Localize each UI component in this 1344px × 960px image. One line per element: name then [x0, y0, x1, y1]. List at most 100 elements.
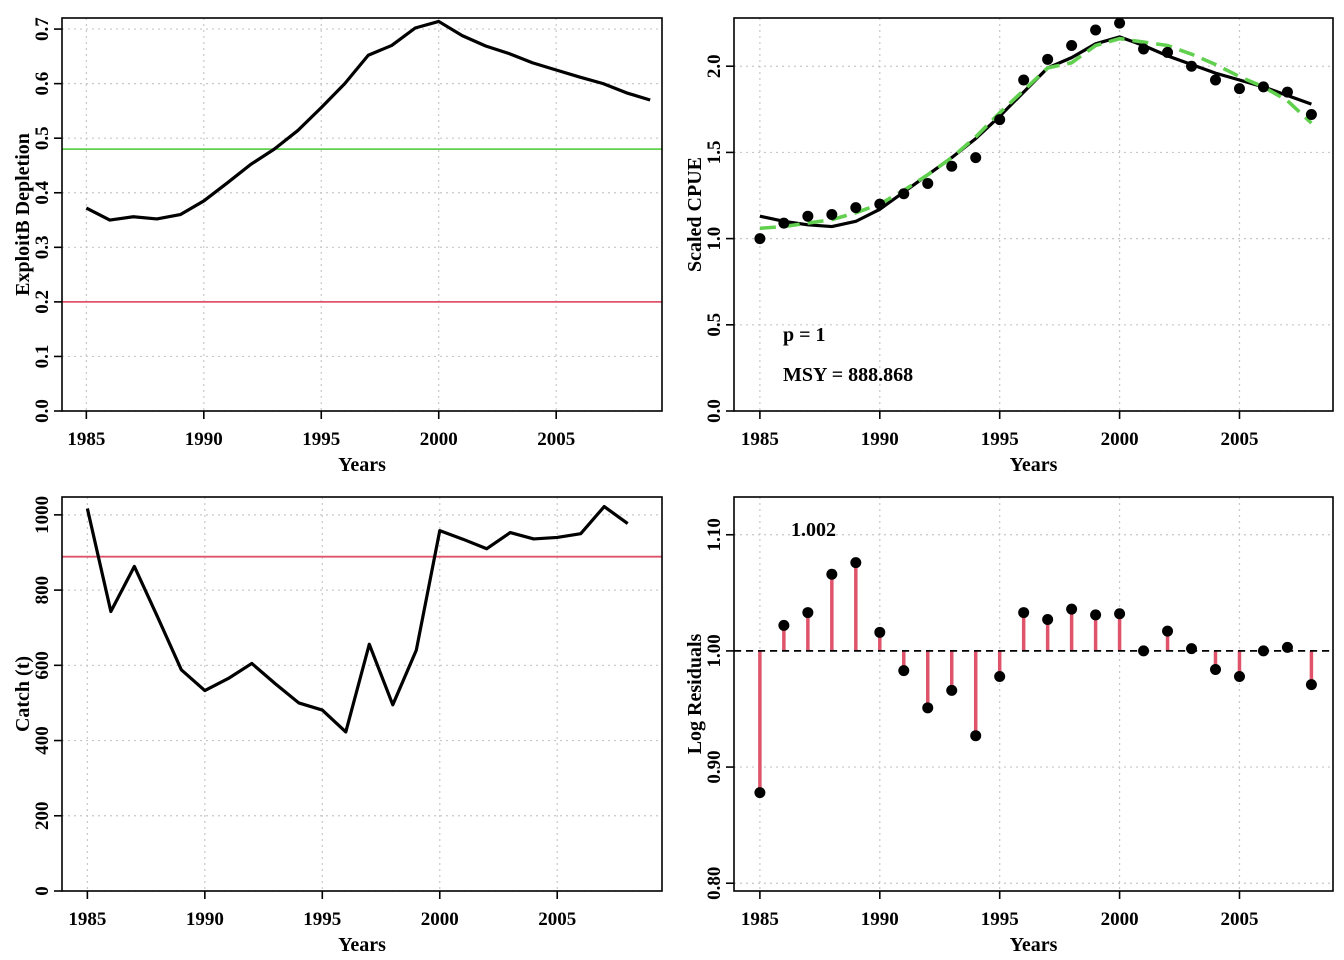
- residual-point: [994, 670, 1006, 682]
- residual-point: [946, 684, 958, 696]
- observed-cpue-point: [1114, 17, 1126, 29]
- y-tick-label: 0.80: [704, 867, 725, 900]
- observed-cpue-point: [946, 160, 958, 172]
- observed-cpue-point: [826, 208, 838, 220]
- y-axis-label: Log Residuals: [684, 633, 706, 754]
- plot-frame: [61, 17, 663, 412]
- observed-cpue-point: [1233, 83, 1245, 95]
- x-axis-label: Years: [1010, 934, 1058, 956]
- x-tick-label: 2005: [538, 909, 576, 930]
- x-tick-label: 2000: [421, 909, 459, 930]
- y-tick-label: 0.90: [704, 750, 725, 783]
- residual-point: [1018, 607, 1030, 619]
- x-tick-label: 1990: [861, 909, 899, 930]
- residual-point: [850, 557, 862, 569]
- annotation-text: MSY = 888.868: [783, 364, 913, 386]
- x-tick-label: 1990: [185, 429, 223, 450]
- x-tick-label: 1995: [302, 429, 340, 450]
- panel-cpue: 1985 1990 1995 2000 2005 Years 0.0 0.5 1.0 1.5 2.0…: [684, 17, 1334, 476]
- observed-cpue-point: [850, 202, 862, 214]
- residual-point: [1042, 614, 1054, 626]
- y-tick-label: 0.6: [32, 72, 53, 96]
- residual-point: [802, 607, 814, 619]
- x-tick-label: 2000: [1101, 429, 1139, 450]
- observed-cpue-point: [1090, 24, 1102, 36]
- y-tick-label: 1.0: [704, 227, 725, 251]
- observed-cpue-point: [1066, 40, 1078, 52]
- y-tick-label: 0.5: [704, 313, 725, 337]
- y-tick-label: 1.5: [704, 141, 725, 165]
- y-axis-label: Catch (t): [12, 656, 34, 732]
- observed-cpue-point: [970, 152, 982, 164]
- x-tick-label: 1995: [981, 429, 1019, 450]
- annotation-text: p = 1: [783, 324, 826, 346]
- residual-point: [1114, 608, 1126, 620]
- x-tick-label: 2005: [1220, 909, 1258, 930]
- observed-cpue-point: [874, 198, 886, 210]
- plot-frame: [733, 496, 1334, 892]
- y-tick-label: 0: [32, 886, 53, 896]
- residual-point: [1162, 625, 1174, 637]
- residual-point: [1186, 643, 1198, 655]
- y-tick-label: 1.00: [704, 634, 725, 667]
- y-tick-label: 0.1: [32, 345, 53, 369]
- x-tick-label: 1995: [981, 909, 1019, 930]
- observed-cpue-point: [1186, 60, 1198, 72]
- x-tick-label: 1985: [67, 429, 105, 450]
- residual-point: [754, 787, 766, 799]
- x-tick-label: 2005: [537, 429, 575, 450]
- observed-cpue-point: [1281, 86, 1293, 98]
- y-tick-label: 0.0: [32, 399, 53, 423]
- y-axis-label: ExploitB Depletion: [12, 133, 34, 296]
- y-tick-label: 0.7: [32, 17, 53, 41]
- panel-depletion: 1985 1990 1995 2000 2005 Years 0.0 0.1 0.2 0.3 0.4…: [12, 17, 663, 476]
- y-tick-label: 1000: [32, 496, 53, 534]
- predicted-cpue-line: [759, 35, 1312, 229]
- x-tick-label: 1990: [861, 429, 899, 450]
- x-axis-label: Years: [338, 934, 386, 956]
- residual-point: [1066, 603, 1078, 615]
- x-tick-label: 2000: [420, 429, 458, 450]
- plot-frame: [733, 17, 1334, 412]
- panel-catch: 1985 1990 1995 2000 2005 Years 0 200 400 600 800 10…: [12, 496, 663, 956]
- residual-point: [1305, 679, 1317, 691]
- annotation-text: 1.002: [791, 519, 836, 541]
- observed-cpue-point: [898, 188, 910, 200]
- y-tick-label: 0.5: [32, 126, 53, 150]
- observed-cpue-point: [778, 217, 790, 229]
- y-tick-label: 400: [32, 726, 53, 755]
- y-tick-label: 600: [32, 651, 53, 680]
- x-tick-label: 2000: [1101, 909, 1139, 930]
- residual-point: [778, 619, 790, 631]
- y-tick-label: 800: [32, 576, 53, 605]
- residual-point: [1257, 645, 1269, 657]
- x-tick-label: 1995: [303, 909, 341, 930]
- residual-point: [1210, 663, 1222, 675]
- residual-point: [1090, 609, 1102, 621]
- observed-cpue-point: [1042, 53, 1054, 65]
- smoothed-fit-line: [759, 36, 1313, 231]
- panel-residuals: 1985 1990 1995 2000 2005 Years 0.80 0.90 1.00 1.1…: [684, 496, 1334, 956]
- y-tick-label: 0.2: [32, 290, 53, 314]
- series-line: [85, 504, 629, 734]
- observed-cpue-point: [1018, 74, 1030, 86]
- residual-point: [826, 568, 838, 580]
- observed-cpue-point: [1210, 74, 1222, 86]
- residual-point: [1138, 645, 1150, 657]
- y-axis-label: Scaled CPUE: [684, 157, 706, 272]
- series-line: [85, 19, 651, 222]
- residual-point: [898, 665, 910, 677]
- observed-cpue-point: [1305, 108, 1317, 120]
- residual-point: [922, 702, 934, 714]
- observed-cpue-point: [754, 233, 766, 245]
- y-tick-label: 1.10: [704, 518, 725, 551]
- observed-cpue-point: [1138, 43, 1150, 55]
- residual-point: [1233, 670, 1245, 682]
- x-axis-label: Years: [338, 454, 386, 476]
- y-tick-label: 200: [32, 802, 53, 831]
- observed-cpue-point: [802, 210, 814, 222]
- x-tick-label: 2005: [1220, 429, 1258, 450]
- x-tick-label: 1985: [741, 429, 779, 450]
- residual-point: [1281, 641, 1293, 653]
